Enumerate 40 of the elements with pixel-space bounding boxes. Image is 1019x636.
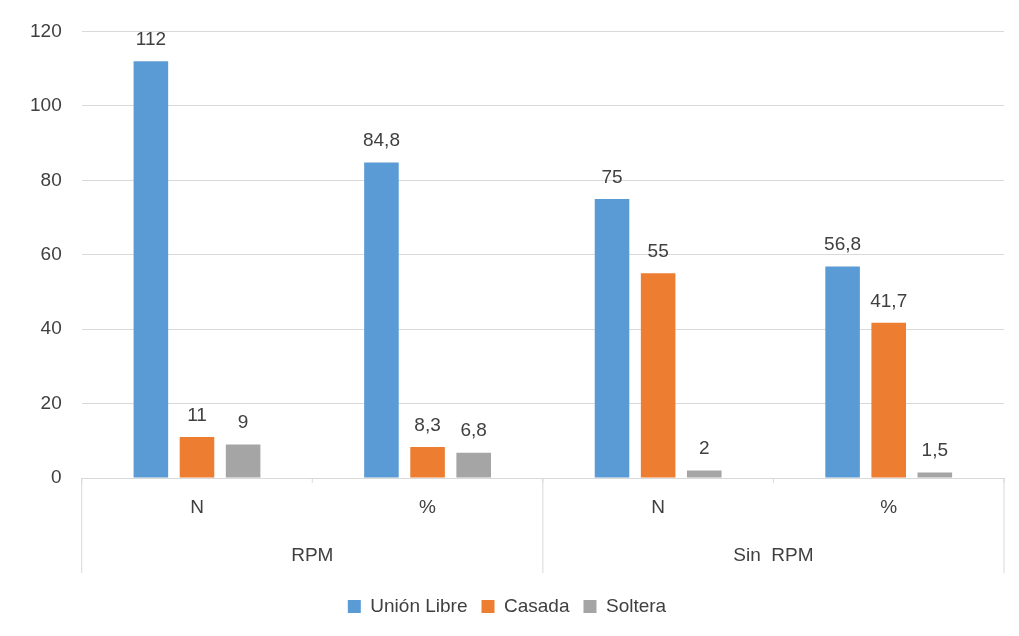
data-label: 41,7 — [870, 289, 908, 311]
data-label: 9 — [237, 411, 249, 433]
data-label: 56,8 — [824, 233, 862, 255]
bar — [686, 470, 722, 478]
data-label: 55 — [647, 240, 669, 262]
text: RPM — [291, 544, 334, 566]
x-tick-label: N — [651, 495, 665, 517]
bar — [133, 61, 169, 478]
data-label: 75 — [601, 165, 623, 187]
y-tick-label: 60 — [40, 242, 62, 264]
bar — [640, 273, 676, 478]
bar — [825, 266, 860, 478]
data-label: 84,8 — [362, 129, 400, 151]
legend-label: Casada — [503, 594, 570, 616]
data-label: 8,3 — [414, 413, 441, 435]
x-tick-label: N — [190, 495, 204, 517]
y-tick-label: 120 — [30, 19, 62, 41]
y-tick-label: 0 — [51, 466, 62, 488]
y-tick-label: 20 — [40, 391, 62, 413]
bar — [179, 437, 215, 478]
y-tick-label: 80 — [40, 168, 62, 190]
bar — [917, 472, 953, 478]
x-tick-label: % — [419, 495, 437, 517]
bar — [456, 452, 491, 478]
data-label: 6,8 — [460, 419, 487, 441]
bar — [871, 322, 907, 478]
data-label: 112 — [135, 27, 167, 49]
bar — [410, 447, 445, 478]
data-label: 2 — [698, 437, 710, 459]
y-tick-label: 100 — [30, 94, 62, 116]
legend-label: Soltera — [605, 594, 667, 616]
y-tick-label: 40 — [40, 317, 62, 339]
text: Sin RPM — [733, 544, 814, 566]
bar — [225, 444, 261, 478]
x-tick-label: % — [880, 495, 898, 517]
legend-label: Unión Libre — [370, 594, 468, 616]
bar — [364, 162, 399, 478]
data-label: 1,5 — [921, 439, 949, 461]
data-label: 11 — [187, 403, 207, 425]
bar — [594, 198, 630, 478]
